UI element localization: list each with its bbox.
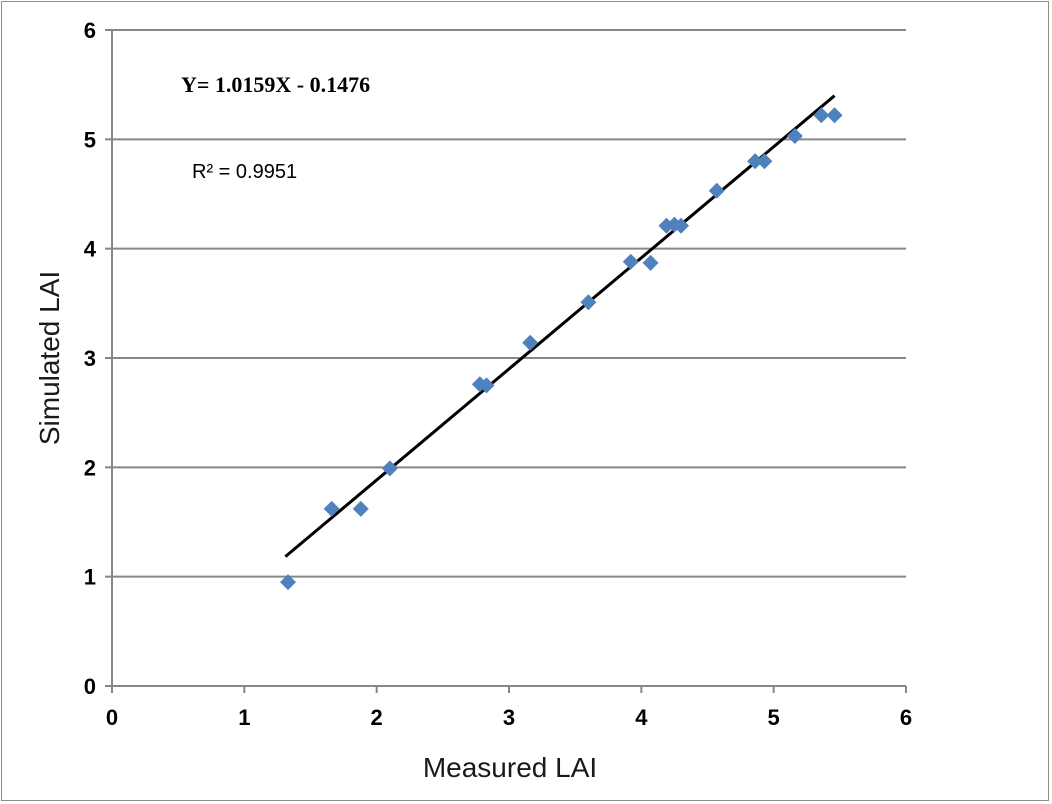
y-tick-label-1: 1 [84, 565, 96, 590]
y-tick-label-4: 4 [84, 237, 97, 262]
y-axis-title: Simulated LAI [34, 271, 65, 445]
x-tick-label-3: 3 [503, 705, 515, 730]
x-tick-label-4: 4 [635, 705, 648, 730]
y-tick-label-6: 6 [84, 18, 96, 43]
data-point-0 [280, 574, 297, 591]
data-point-3 [381, 460, 398, 477]
data-point-1 [323, 500, 340, 517]
data-point-8 [622, 253, 639, 270]
x-tick-label-6: 6 [900, 705, 912, 730]
x-tick-label-2: 2 [371, 705, 383, 730]
y-tick-label-0: 0 [84, 674, 96, 699]
x-tick-label-5: 5 [768, 705, 780, 730]
y-tick-label-2: 2 [84, 455, 96, 480]
x-tick-label-1: 1 [238, 705, 250, 730]
x-axis-title: Measured LAI [423, 752, 597, 783]
r-squared-annotation: R² = 0.9951 [192, 161, 297, 183]
tick-labels: 0 1 2 3 4 5 6 0 1 2 3 4 5 6 [84, 18, 912, 730]
data-point-6 [522, 334, 539, 351]
data-points [280, 107, 843, 591]
data-point-13 [708, 182, 725, 199]
y-tick-label-3: 3 [84, 346, 96, 371]
trendline [284, 94, 836, 558]
data-point-12 [673, 217, 690, 234]
data-point-2 [352, 500, 369, 517]
data-point-15 [756, 153, 773, 170]
data-point-16 [786, 128, 803, 145]
data-point-5 [478, 377, 495, 394]
y-tick-label-5: 5 [84, 127, 96, 152]
data-point-14 [747, 153, 764, 170]
data-point-7 [580, 294, 597, 311]
data-point-9 [642, 254, 659, 271]
trendline-group [284, 94, 836, 558]
x-tick-label-0: 0 [106, 705, 118, 730]
data-point-17 [813, 107, 830, 124]
axes [105, 29, 907, 693]
grid-lines [112, 29, 906, 578]
equation-annotation: Y= 1.0159X - 0.1476 [181, 72, 370, 97]
data-point-18 [826, 107, 843, 124]
